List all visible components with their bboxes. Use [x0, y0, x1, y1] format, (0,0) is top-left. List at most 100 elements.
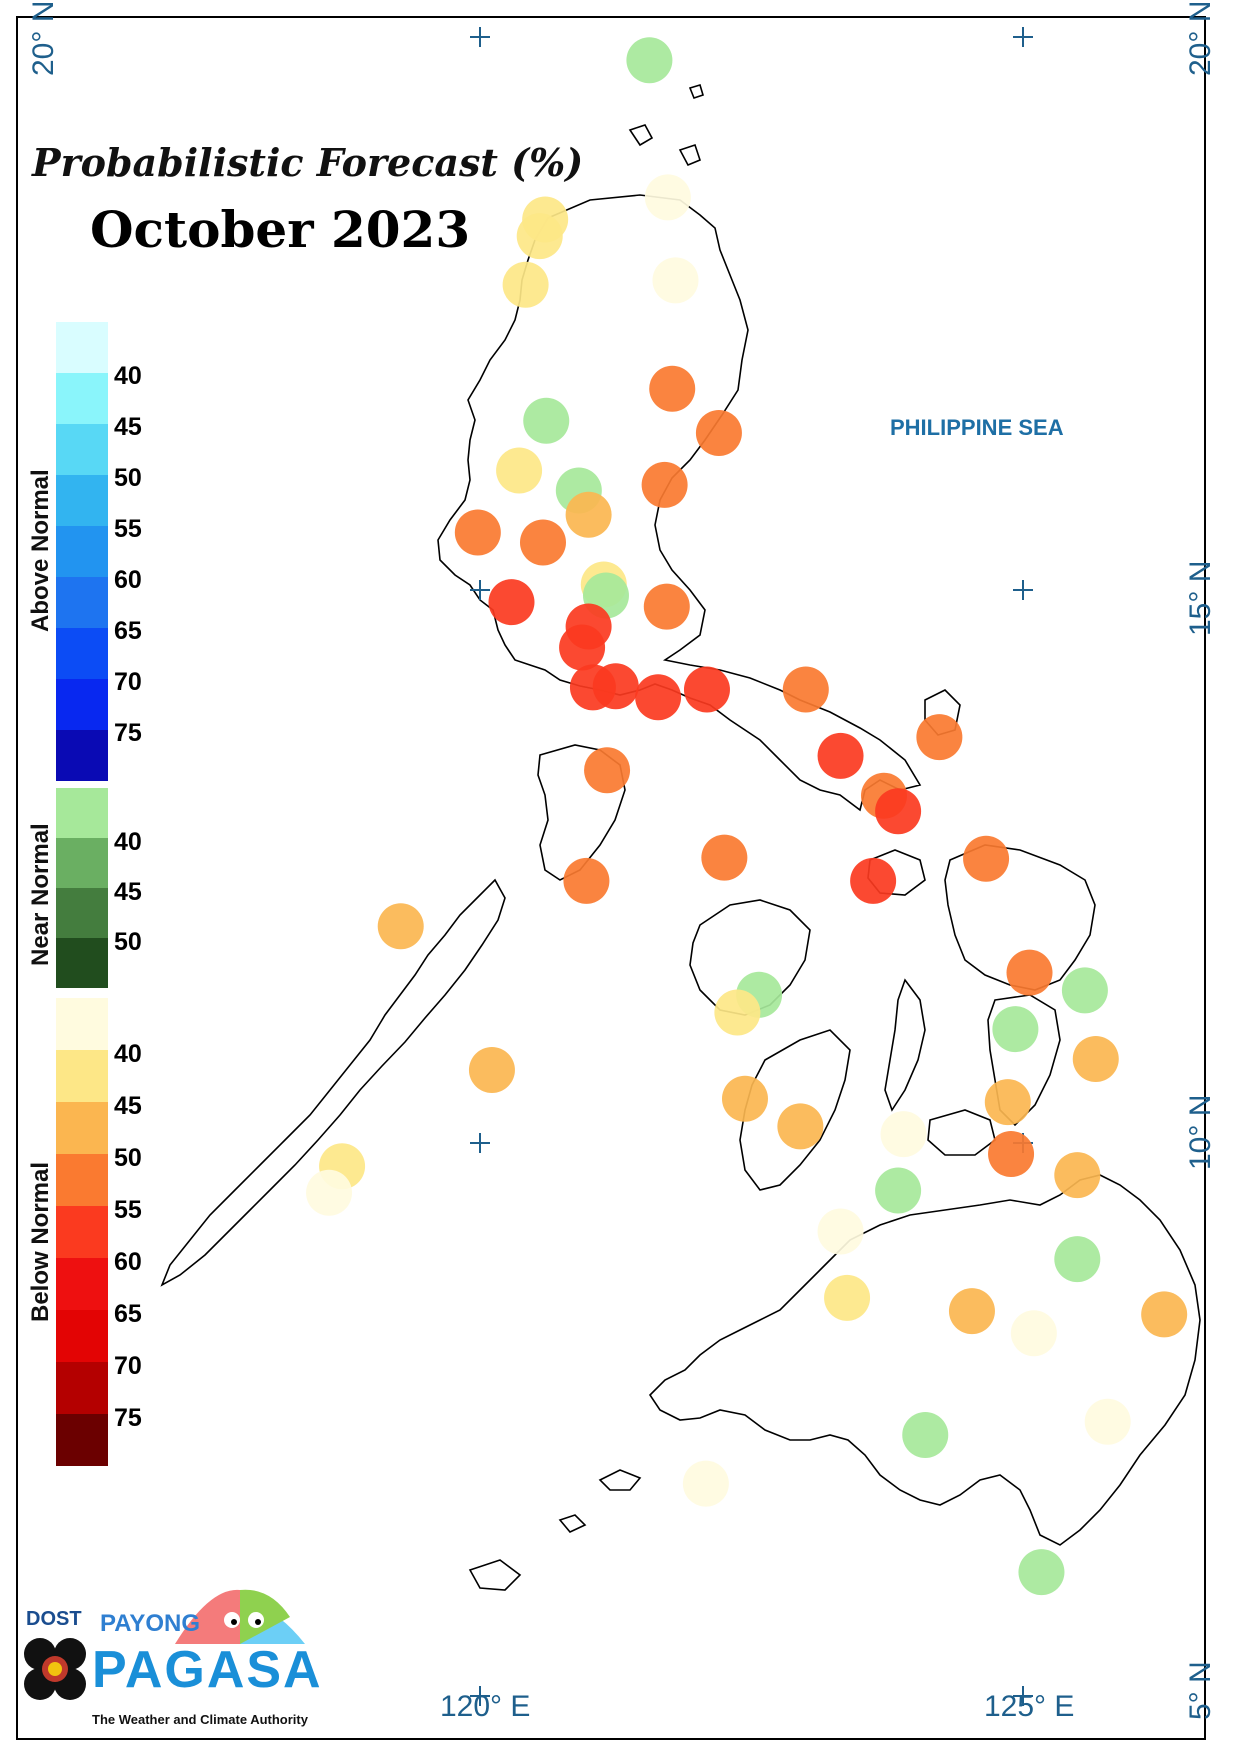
- legend-tick-above: 65: [114, 617, 142, 645]
- station-circle: [817, 1208, 864, 1255]
- station-circle: [880, 1111, 927, 1158]
- legend-below-normal-bar: [56, 998, 108, 1466]
- legend-above-normal-bar: [56, 322, 108, 781]
- legend-tick-below: 40: [114, 1040, 142, 1068]
- legend-tick-below: 50: [114, 1144, 142, 1172]
- legend-tick-above: 55: [114, 515, 142, 543]
- station-circle: [701, 834, 748, 881]
- station-circle: [496, 447, 543, 494]
- legend-near-normal-bar: [56, 788, 108, 988]
- station-circle: [1072, 1035, 1119, 1082]
- station-circle: [721, 1075, 768, 1122]
- legend-swatch: [56, 888, 108, 938]
- station-circle: [502, 261, 549, 308]
- luzon-outline: [437, 194, 922, 812]
- mindanao-outline: [648, 1174, 1201, 1546]
- bohol-outline: [927, 1109, 996, 1156]
- legend-swatch: [56, 730, 108, 781]
- lon-label-125: 125° E: [984, 1690, 1075, 1723]
- legend-swatch: [56, 577, 108, 628]
- legend-swatch: [56, 1258, 108, 1310]
- legend-swatch: [56, 322, 108, 373]
- legend-swatch: [56, 526, 108, 577]
- legend-above-normal-label: Above Normal: [27, 469, 54, 632]
- station-circle: [652, 257, 699, 304]
- station-circle: [649, 365, 696, 412]
- legend-tick-above: 60: [114, 566, 142, 594]
- legend-swatch: [56, 1310, 108, 1362]
- legend-tick-above: 40: [114, 362, 142, 390]
- lat-label-5: 5° N: [1184, 1661, 1217, 1720]
- station-circle: [644, 174, 691, 221]
- legend-tick-near: 50: [114, 928, 142, 956]
- legend-swatch: [56, 1362, 108, 1414]
- station-circle: [563, 857, 610, 904]
- station-circle: [875, 788, 922, 835]
- cebu-outline: [884, 978, 926, 1112]
- lat-label-15: 15° N: [1184, 560, 1217, 636]
- station-circle: [948, 1288, 995, 1335]
- station-circle: [1061, 967, 1108, 1014]
- station-circle: [1006, 949, 1053, 996]
- legend-tick-below: 45: [114, 1092, 142, 1120]
- legend-swatch: [56, 1154, 108, 1206]
- station-circle: [1018, 1549, 1065, 1596]
- legend-swatch: [56, 788, 108, 838]
- station-circle: [523, 397, 570, 444]
- station-circle: [306, 1169, 353, 1216]
- legend-swatch: [56, 1206, 108, 1258]
- lon-label-120: 120° E: [440, 1690, 531, 1723]
- station-circle: [682, 1460, 729, 1507]
- umbrella-icon: [175, 1589, 305, 1644]
- lat-label-top-right: 20° N: [1184, 0, 1217, 76]
- legend-tick-above: 75: [114, 719, 142, 747]
- station-circle: [1010, 1310, 1057, 1357]
- station-circle: [1141, 1291, 1188, 1338]
- station-circle: [1054, 1236, 1101, 1283]
- legend-below-normal-label: Below Normal: [27, 1161, 54, 1322]
- legend-swatch: [56, 424, 108, 475]
- graticule-crosses: [470, 27, 1033, 1706]
- palawan-outline: [160, 878, 506, 1287]
- legend-tick-above: 50: [114, 464, 142, 492]
- logo-tagline: The Weather and Climate Authority: [92, 1712, 308, 1727]
- station-circle: [519, 519, 566, 566]
- station-circles: [306, 37, 1188, 1596]
- legend-swatch: [56, 373, 108, 424]
- legend-swatch: [56, 938, 108, 988]
- station-circle: [468, 1047, 515, 1094]
- station-circle: [1054, 1152, 1101, 1199]
- station-circle: [635, 674, 682, 721]
- station-circle: [516, 213, 563, 260]
- legend-tick-below: 75: [114, 1404, 142, 1432]
- station-circle: [714, 989, 761, 1036]
- station-circle: [817, 732, 864, 779]
- station-circle: [782, 666, 829, 713]
- station-circle: [626, 37, 673, 84]
- station-circle: [592, 663, 639, 710]
- legend-swatch: [56, 679, 108, 730]
- legend-swatch: [56, 628, 108, 679]
- map-frame: [16, 16, 1206, 1740]
- babuyan-islands: [628, 84, 704, 167]
- legend-swatch: [56, 1414, 108, 1466]
- lat-label-10: 10° N: [1184, 1094, 1217, 1170]
- legend-swatch: [56, 1050, 108, 1102]
- legend-tick-above: 45: [114, 413, 142, 441]
- legend-tick-above: 70: [114, 668, 142, 696]
- station-circle: [641, 461, 688, 508]
- station-circle: [565, 491, 612, 538]
- station-circle: [643, 583, 690, 630]
- legend-swatch: [56, 1102, 108, 1154]
- legend-swatch: [56, 998, 108, 1050]
- station-circle: [902, 1411, 949, 1458]
- legend-near-normal-label: Near Normal: [27, 823, 54, 966]
- dost-seal-icon: [24, 1638, 86, 1700]
- map-subtitle: October 2023: [90, 200, 471, 259]
- station-circle: [559, 624, 606, 671]
- station-circle: [488, 579, 535, 626]
- legend-swatch: [56, 838, 108, 888]
- legend-tick-below: 55: [114, 1196, 142, 1224]
- station-circle: [992, 1006, 1039, 1053]
